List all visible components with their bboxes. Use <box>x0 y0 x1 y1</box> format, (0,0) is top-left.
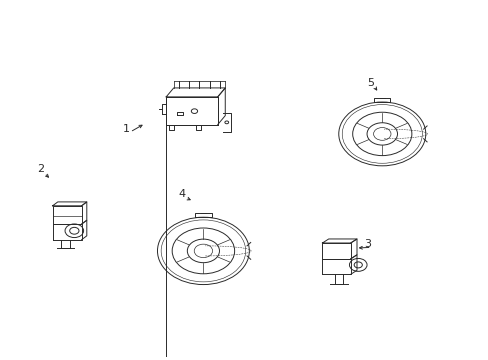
Text: 5: 5 <box>366 77 373 87</box>
Text: 2: 2 <box>37 165 44 174</box>
Text: 3: 3 <box>364 239 370 249</box>
Text: 4: 4 <box>178 189 185 199</box>
Text: 1: 1 <box>122 123 129 134</box>
